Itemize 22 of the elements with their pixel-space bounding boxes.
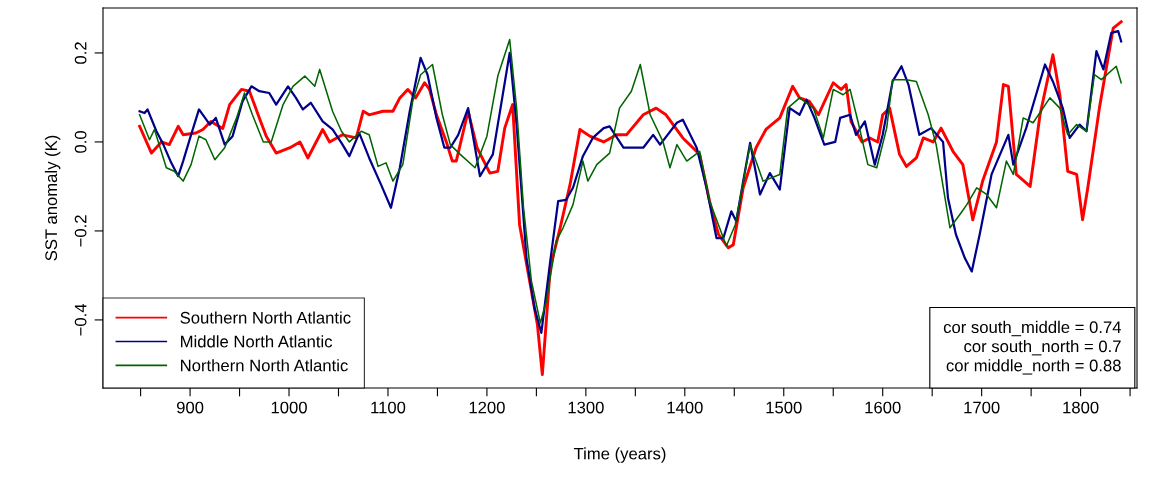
x-tick-label: 900 — [176, 401, 204, 414]
x-axis-title: Time (years) — [573, 447, 666, 463]
x-tick-label: 1500 — [766, 401, 802, 414]
y-tick-label: −0.4 — [74, 303, 87, 336]
x-tick-label: 1000 — [271, 401, 307, 414]
legend-label: Southern North Atlantic — [180, 311, 351, 324]
legend-label: Middle North Atlantic — [181, 335, 333, 348]
y-tick-label: 0.0 — [74, 131, 87, 153]
annotation: cor middle_north = 0.88 — [946, 359, 1121, 375]
x-tick-label: 1300 — [568, 401, 604, 414]
annotation: cor south_middle = 0.74 — [943, 320, 1122, 337]
x-tick-label: 1100 — [371, 401, 406, 414]
legend-label: Northern North Atlantic — [181, 359, 348, 372]
x-tick-label: 1600 — [865, 401, 901, 414]
y-tick-label: 0.2 — [74, 42, 87, 64]
x-tick-label: 1700 — [964, 401, 1000, 414]
x-tick-label: 1800 — [1063, 401, 1099, 414]
x-tick-label: 1400 — [667, 401, 703, 414]
y-axis-title: SST anomaly (K) — [44, 135, 61, 261]
x-tick-label: 1200 — [469, 401, 505, 414]
y-tick-label: −0.2 — [74, 215, 87, 247]
annotation: cor south_north = 0.7 — [964, 340, 1121, 356]
